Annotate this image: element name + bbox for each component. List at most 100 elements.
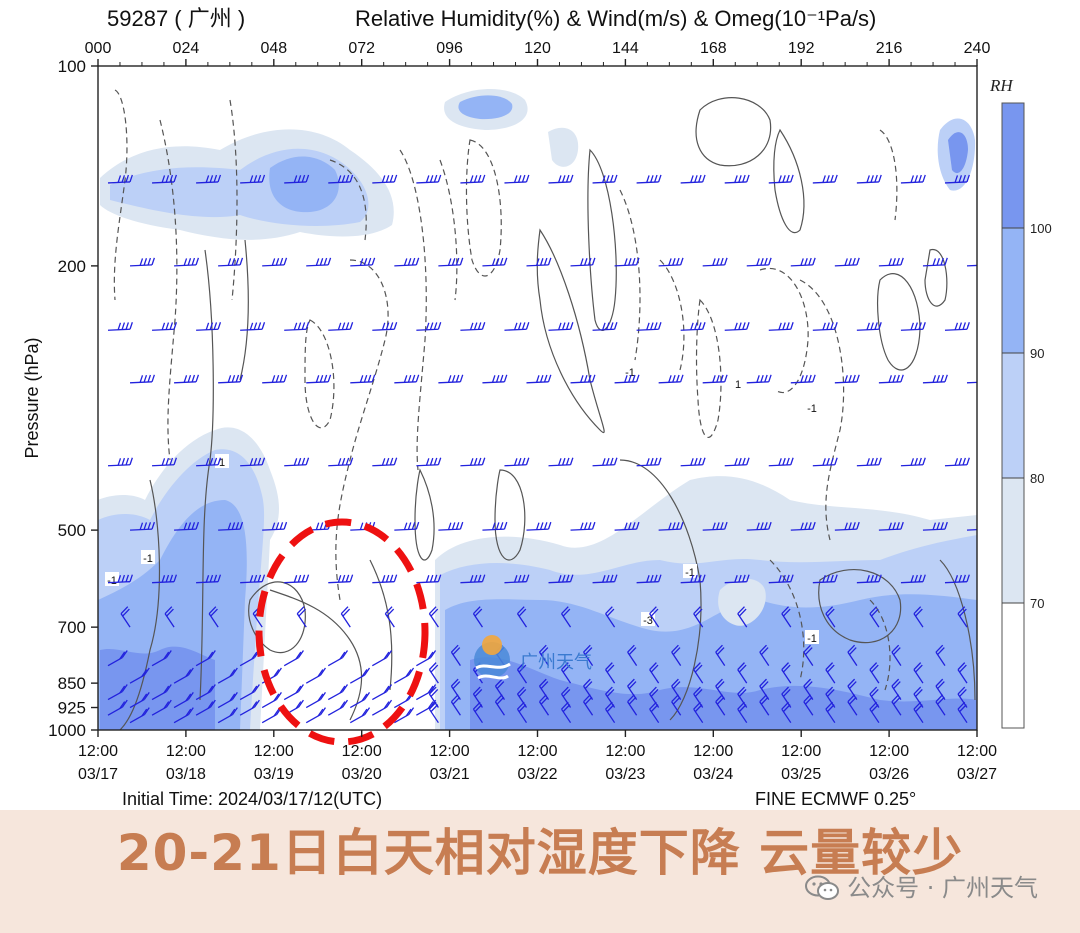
wind-barb [129,257,155,267]
wind-barb [856,174,882,184]
contour-label-box [805,630,819,644]
wind-barb [526,374,552,384]
wind-barb [869,606,880,628]
wind-barb [781,701,792,724]
wind-barb [284,174,310,184]
initial-time-label: Initial Time: 2024/03/17/12(UTC) [122,789,382,809]
wind-barb [460,322,486,331]
wind-barb [847,644,858,667]
wind-barb [504,174,530,184]
colorbar-segment [1002,228,1024,353]
wind-barb [966,380,977,384]
wind-barb [482,374,508,384]
contour-label-box [805,400,819,414]
wind-barb [460,574,486,584]
y-tick-label: 200 [58,257,86,276]
wind-barb [195,650,216,667]
wind-barb [790,257,816,267]
wind-barb [834,521,860,531]
contour-label: -1 [625,367,635,379]
wind-barb [944,457,970,467]
wind-barb [296,606,307,628]
wind-barb [262,521,288,531]
wind-barb [935,694,946,716]
wind-barb [261,692,282,709]
wind-barb [548,574,574,584]
wind-barb [592,174,618,184]
wind-barb [957,606,968,628]
wind-barb [900,574,926,584]
wind-barb [327,650,349,667]
wind-barb [174,257,200,267]
wind-barb [856,322,882,331]
wind-barb [605,662,616,684]
wind-barbs [107,174,977,724]
wind-barb [494,694,506,716]
bottom-tick-date: 03/24 [693,766,733,783]
wind-barb [680,457,706,467]
wind-barb [944,322,970,331]
y-axis: 100 200 500 700 850 925 1000 [48,57,98,740]
wind-barb [614,257,640,267]
bottom-tick-date: 03/18 [166,766,206,783]
wind-barb [151,650,172,667]
rh-colorbar: 100 90 80 70 [1001,102,1052,729]
wind-barb [328,574,354,584]
wind-barb [935,644,946,667]
wind-barb [966,527,977,531]
wind-barb [614,521,640,531]
wind-barb [825,606,836,628]
contour-label-box [623,364,637,378]
contour-label: 1 [735,379,741,391]
wind-barb [812,322,838,331]
bottom-tick-date: 03/19 [254,766,294,783]
wind-barb [151,684,172,701]
wind-barb [913,662,924,684]
wind-barb [174,521,200,531]
wind-barb [768,174,794,184]
bottom-axis: 12:00 03/17 12:00 03/18 12:00 03/19 12:00 03/20… [78,730,997,783]
wind-barb [151,699,172,716]
wind-barb [605,606,616,628]
wind-barb [737,701,748,724]
wind-barb [856,457,882,467]
colorbar-tick-label: 70 [1030,596,1044,611]
wind-barb [327,684,349,701]
wind-barb [438,374,464,384]
bottom-tick-date: 03/17 [78,766,118,783]
wind-barb [218,521,244,531]
bottom-tick-time: 12:00 [605,743,645,760]
wind-barb [283,650,304,667]
wind-barb [759,644,770,667]
wind-barb [482,257,508,267]
station-label: 59287 ( 广州 ) [107,6,245,31]
bottom-tick-time: 12:00 [693,743,733,760]
bottom-tick-date: 03/26 [869,766,909,783]
wind-barb [856,574,882,584]
caption-text: 20-21日白天相对湿度下降 云量较少 [116,824,964,882]
wind-barb [737,662,748,684]
wind-barb [262,374,288,384]
wind-barb [196,174,222,184]
wind-barb [803,694,814,716]
wind-barb [658,374,684,384]
wind-barb [240,174,266,184]
wind-barb [305,692,327,709]
wind-barb [592,574,618,584]
bottom-tick-time: 12:00 [254,743,294,760]
wind-barb [217,707,238,724]
wind-barb [913,606,924,628]
wind-barb [560,606,572,628]
wind-barb [208,606,219,628]
wind-barb [218,257,244,267]
colorbar-segment [1002,103,1024,228]
wind-barb [416,457,442,467]
wind-barb [349,692,371,709]
wind-barb [152,174,178,184]
wind-barb [649,701,660,724]
wind-barb [328,322,354,331]
wind-barb [516,606,528,628]
wind-barb [240,322,266,331]
y-tick-label: 700 [58,618,86,637]
wind-barb [878,521,904,531]
